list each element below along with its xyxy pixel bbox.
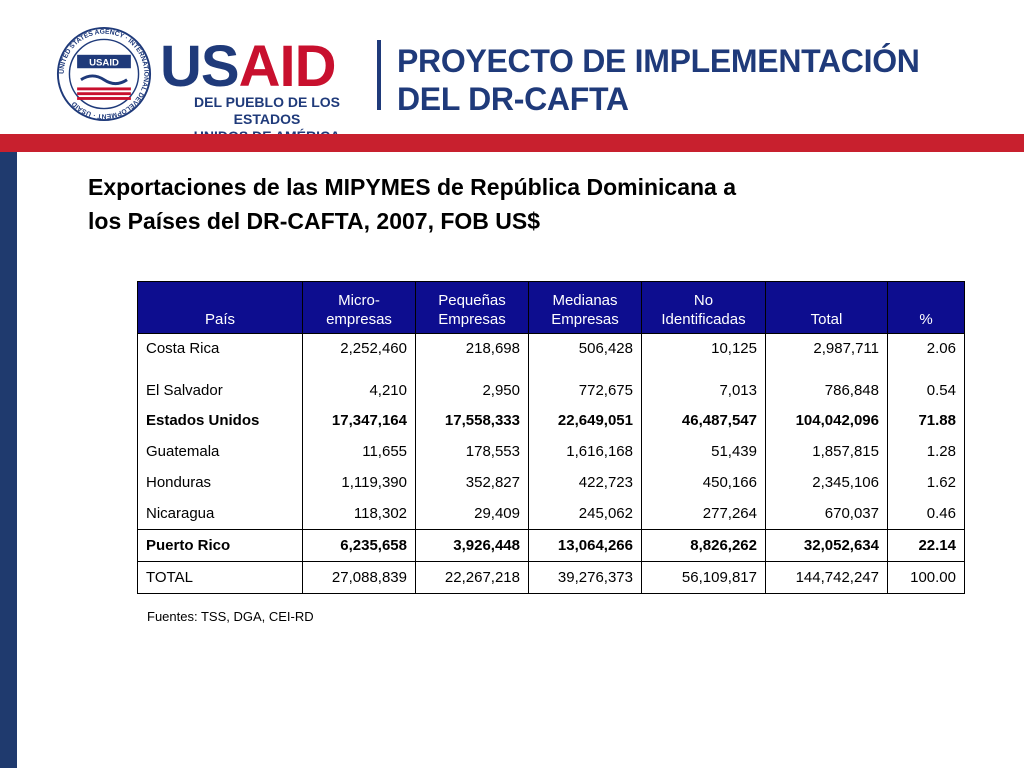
- cell-no-identificadas: 450,166: [641, 467, 766, 498]
- cell-pequenas: 2,950: [415, 376, 529, 405]
- table-row: Nicaragua 118,302 29,409 245,062 277,264…: [137, 498, 965, 530]
- cell-micro: 27,088,839: [302, 561, 416, 594]
- cell-micro: 17,347,164: [302, 405, 416, 436]
- cell-total: 2,987,711: [765, 333, 888, 376]
- sources-note: Fuentes: TSS, DGA, CEI-RD: [147, 609, 314, 624]
- cell-micro: 1,119,390: [302, 467, 416, 498]
- cell-total: 1,857,815: [765, 436, 888, 467]
- slide-title-line1: Exportaciones de las MIPYMES de Repúblic…: [88, 174, 737, 200]
- blue-side-bar: [0, 152, 17, 768]
- seal-label: USAID: [89, 57, 119, 68]
- cell-medianas: 13,064,266: [528, 529, 642, 562]
- cell-total: 32,052,634: [765, 529, 888, 562]
- cell-total: 144,742,247: [765, 561, 888, 594]
- table-header-row: País Micro-empresas Pequeñas Empresas Med…: [137, 281, 965, 334]
- cell-pequenas: 218,698: [415, 333, 529, 376]
- cell-country: El Salvador: [137, 376, 303, 405]
- usaid-tagline-line1: DEL PUEBLO DE LOS ESTADOS: [194, 94, 340, 127]
- cell-medianas: 22,649,051: [528, 405, 642, 436]
- exports-table: País Micro-empresas Pequeñas Empresas Med…: [137, 281, 965, 594]
- table-row: El Salvador 4,210 2,950 772,675 7,013 78…: [137, 376, 965, 405]
- usaid-seal-icon: UNITED STATES AGENCY · INTERNATIONAL DEV…: [56, 26, 152, 122]
- cell-country: Costa Rica: [137, 333, 303, 376]
- cell-pequenas: 29,409: [415, 498, 529, 530]
- cell-percent: 100.00: [887, 561, 965, 594]
- cell-micro: 118,302: [302, 498, 416, 530]
- cell-total: 670,037: [765, 498, 888, 530]
- table-row: Costa Rica 2,252,460 218,698 506,428 10,…: [137, 333, 965, 376]
- cell-medianas: 1,616,168: [528, 436, 642, 467]
- cell-no-identificadas: 7,013: [641, 376, 766, 405]
- cell-no-identificadas: 8,826,262: [641, 529, 766, 562]
- cell-percent: 1.62: [887, 467, 965, 498]
- slide-title-line2: los Países del DR-CAFTA, 2007, FOB US$: [88, 208, 541, 234]
- cell-total: 2,345,106: [765, 467, 888, 498]
- cell-no-identificadas: 56,109,817: [641, 561, 766, 594]
- cell-no-identificadas: 46,487,547: [641, 405, 766, 436]
- cell-percent: 1.28: [887, 436, 965, 467]
- cell-percent: 0.54: [887, 376, 965, 405]
- header-pequenas: Pequeñas Empresas: [415, 281, 529, 334]
- cell-medianas: 245,062: [528, 498, 642, 530]
- cell-country: Guatemala: [137, 436, 303, 467]
- cell-country: Puerto Rico: [137, 529, 303, 562]
- cell-country: TOTAL: [137, 561, 303, 594]
- cell-medianas: 506,428: [528, 333, 642, 376]
- project-title-line2: DEL DR-CAFTA: [397, 81, 629, 117]
- cell-medianas: 39,276,373: [528, 561, 642, 594]
- cell-country: Estados Unidos: [137, 405, 303, 436]
- red-accent-bar: [0, 134, 1024, 152]
- cell-pequenas: 17,558,333: [415, 405, 529, 436]
- cell-country: Honduras: [137, 467, 303, 498]
- cell-pequenas: 352,827: [415, 467, 529, 498]
- header-medianas: Medianas Empresas: [528, 281, 642, 334]
- table-row-total: TOTAL 27,088,839 22,267,218 39,276,373 5…: [137, 561, 965, 594]
- header-pais: País: [137, 281, 303, 334]
- cell-percent: 71.88: [887, 405, 965, 436]
- table-row: Honduras 1,119,390 352,827 422,723 450,1…: [137, 467, 965, 498]
- cell-percent: 22.14: [887, 529, 965, 562]
- usaid-wordmark-aid: AID: [238, 34, 337, 99]
- header-total: Total: [765, 281, 888, 334]
- cell-micro: 6,235,658: [302, 529, 416, 562]
- cell-pequenas: 22,267,218: [415, 561, 529, 594]
- cell-country: Nicaragua: [137, 498, 303, 530]
- table-row: Estados Unidos 17,347,164 17,558,333 22,…: [137, 405, 965, 436]
- cell-micro: 4,210: [302, 376, 416, 405]
- cell-medianas: 422,723: [528, 467, 642, 498]
- cell-percent: 0.46: [887, 498, 965, 530]
- cell-no-identificadas: 277,264: [641, 498, 766, 530]
- cell-no-identificadas: 51,439: [641, 436, 766, 467]
- header-divider: [377, 40, 381, 110]
- project-title-line1: PROYECTO DE IMPLEMENTACIÓN: [397, 43, 920, 79]
- project-title: PROYECTO DE IMPLEMENTACIÓN DEL DR-CAFTA: [397, 42, 920, 118]
- table-row: Puerto Rico 6,235,658 3,926,448 13,064,2…: [137, 529, 965, 562]
- cell-micro: 11,655: [302, 436, 416, 467]
- cell-pequenas: 178,553: [415, 436, 529, 467]
- cell-percent: 2.06: [887, 333, 965, 376]
- usaid-wordmark: USAID: [160, 38, 336, 96]
- cell-total: 104,042,096: [765, 405, 888, 436]
- cell-medianas: 772,675: [528, 376, 642, 405]
- header-percent: %: [887, 281, 965, 334]
- cell-micro: 2,252,460: [302, 333, 416, 376]
- cell-total: 786,848: [765, 376, 888, 405]
- slide-title: Exportaciones de las MIPYMES de Repúblic…: [88, 170, 938, 238]
- cell-pequenas: 3,926,448: [415, 529, 529, 562]
- usaid-wordmark-us: US: [160, 34, 240, 99]
- table-row: Guatemala 11,655 178,553 1,616,168 51,43…: [137, 436, 965, 467]
- cell-no-identificadas: 10,125: [641, 333, 766, 376]
- header-no-identificadas: No Identificadas: [641, 281, 766, 334]
- header-banner: UNITED STATES AGENCY · INTERNATIONAL DEV…: [52, 14, 968, 144]
- header-micro: Micro-empresas: [302, 281, 416, 334]
